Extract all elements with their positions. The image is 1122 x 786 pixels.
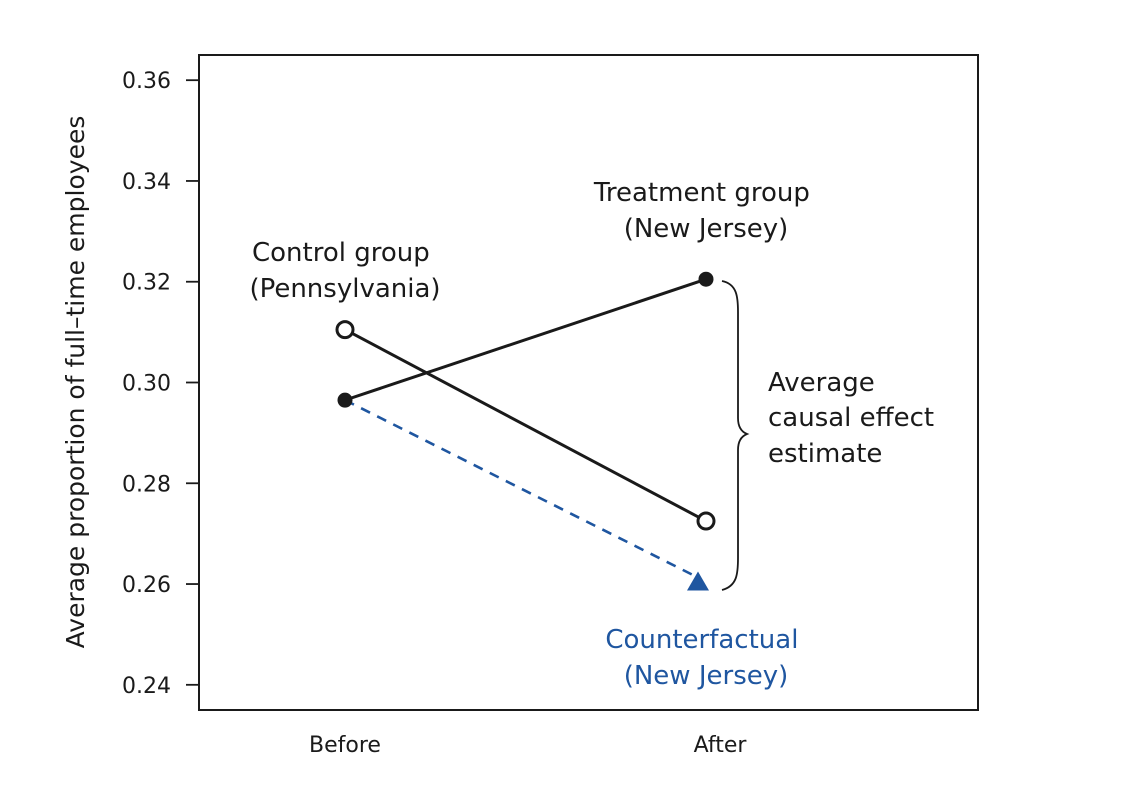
y-tick-label: 0.30 — [122, 372, 171, 397]
series-line-1 — [344, 328, 707, 523]
data-point-1-1 — [696, 511, 716, 531]
counterfactual-label: Counterfactual (New Jersey) — [605, 625, 806, 691]
y-axis: 0.24 0.26 0.28 0.30 0.32 0.34 0.36 — [122, 69, 199, 699]
x-tick-label-before: Before — [309, 733, 381, 758]
data-point-1-0 — [335, 320, 355, 340]
y-tick-label: 0.26 — [122, 573, 171, 598]
data-point-2-1 — [687, 571, 709, 591]
causal-effect-label: Average causal effect estimate — [768, 368, 942, 469]
data-point-0-0 — [337, 392, 353, 408]
y-tick-label: 0.28 — [122, 472, 171, 497]
x-tick-label-after: After — [694, 733, 748, 758]
series-layer — [335, 271, 716, 591]
y-tick-label: 0.32 — [122, 271, 171, 296]
y-axis-title: Average proportion of full–time employee… — [61, 116, 90, 649]
control-group-label: Control group (Pennsylvania) — [249, 238, 440, 304]
series-line-2 — [344, 398, 697, 578]
treatment-group-label: Treatment group (New Jersey) — [593, 178, 818, 244]
y-tick-label: 0.24 — [122, 674, 171, 699]
effect-brace — [721, 280, 750, 591]
series-line-0 — [344, 277, 707, 402]
y-tick-label: 0.34 — [122, 170, 171, 195]
y-tick-label: 0.36 — [122, 69, 171, 94]
data-point-0-1 — [698, 271, 714, 287]
